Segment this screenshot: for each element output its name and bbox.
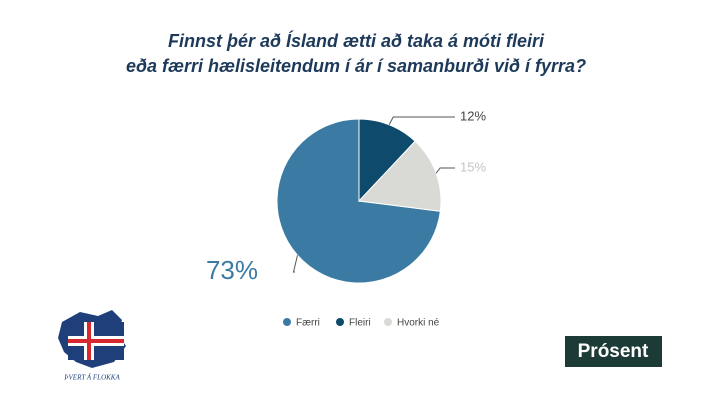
legend-label: Hvorki né — [397, 318, 440, 329]
leader-line — [292, 255, 298, 273]
logo-text: Prósent — [578, 341, 649, 362]
logo-right: Prósent — [565, 336, 662, 367]
flag-cross — [87, 322, 91, 360]
leader-line — [388, 116, 455, 125]
chart-title: eða færri hælisleitendum í ár í samanbur… — [126, 56, 586, 76]
legend-label: Færri — [296, 318, 320, 329]
data-label: 73% — [206, 255, 258, 285]
logo-text: ÞVERT Á FLOKKA — [63, 374, 120, 382]
leader-line — [435, 167, 455, 174]
pie-slice — [357, 140, 442, 212]
chart-title: Finnst þér að Ísland ætti að taka á móti… — [168, 30, 545, 51]
legend-marker — [384, 318, 392, 326]
pie-slice — [358, 118, 416, 203]
legend-marker — [283, 318, 291, 326]
logo-left: ÞVERT Á FLOKKA — [58, 310, 126, 382]
logo-box — [565, 336, 662, 367]
data-label: 15% — [460, 159, 486, 174]
legend-label: Fleiri — [349, 318, 371, 329]
data-label: 12% — [460, 108, 486, 123]
legend-marker — [336, 318, 344, 326]
flag-cross — [68, 339, 124, 343]
